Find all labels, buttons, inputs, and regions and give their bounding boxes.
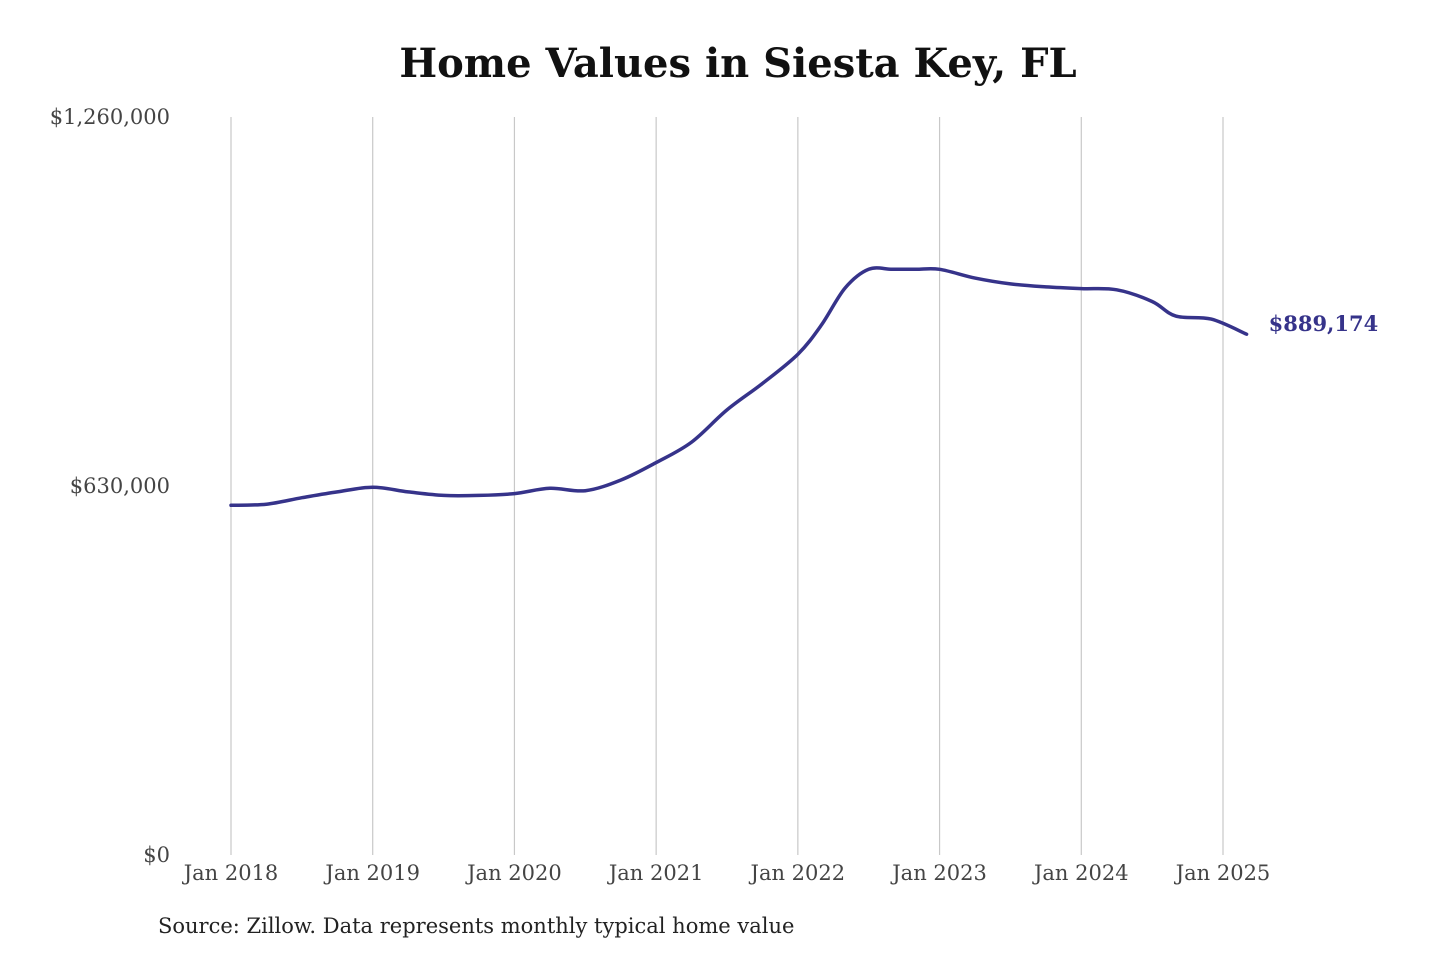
x-tick-label: Jan 2023: [890, 861, 987, 885]
x-axis-tick-labels: Jan 2018 Jan 2019 Jan 2020 Jan 2021 Jan 2022…: [182, 861, 1271, 885]
y-tick-label: $0: [143, 843, 170, 867]
series-line: [229, 266, 1249, 508]
x-tick-label: Jan 2019: [323, 861, 420, 885]
x-tick-label: Jan 2025: [1174, 861, 1271, 885]
x-tick-label: Jan 2021: [607, 861, 704, 885]
series-layer: [229, 266, 1249, 508]
x-tick-label: Jan 2022: [749, 861, 846, 885]
end-value-label: $889,174: [1269, 311, 1379, 336]
x-tick-label: Jan 2020: [465, 861, 562, 885]
y-tick-label: $630,000: [70, 474, 170, 498]
end-value-labels: $889,174: [1269, 311, 1379, 336]
y-tick-label: $1,260,000: [50, 105, 170, 129]
x-tick-label: Jan 2024: [1032, 861, 1129, 885]
x-tick-label: Jan 2018: [182, 861, 279, 885]
source-note: Source: Zillow. Data represents monthly …: [158, 914, 795, 938]
y-axis-tick-labels: $0 $630,000 $1,260,000: [50, 105, 170, 867]
chart-title: Home Values in Siesta Key, FL: [399, 40, 1077, 87]
